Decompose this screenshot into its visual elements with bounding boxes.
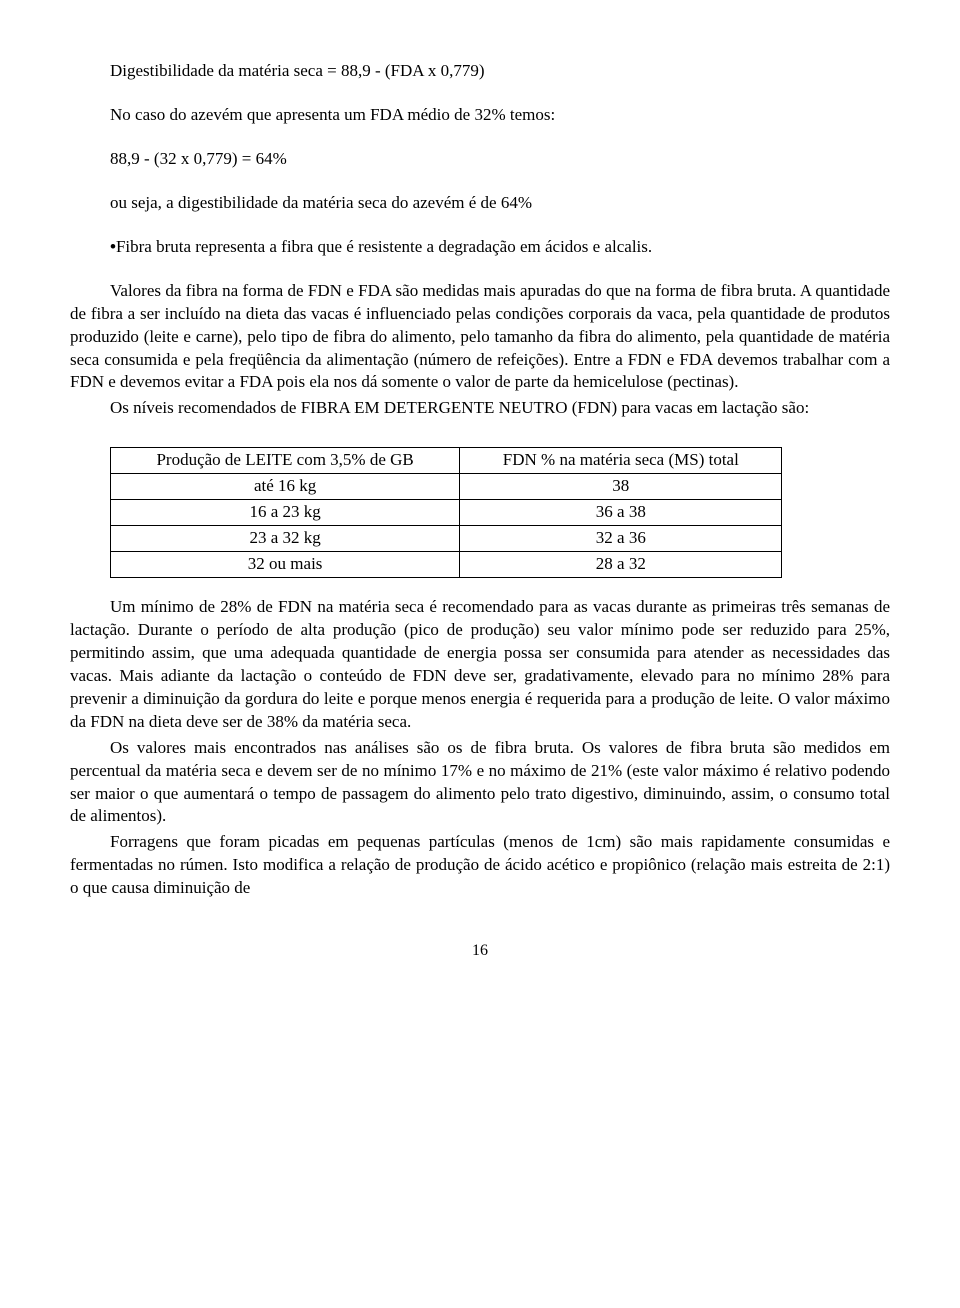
table-row: Produção de LEITE com 3,5% de GB FDN % n… <box>111 448 782 474</box>
paragraph-fibra-bruta: •Fibra bruta representa a fibra que é re… <box>70 236 890 259</box>
paragraph-calculation: 88,9 - (32 x 0,779) = 64% <box>70 148 890 171</box>
table-header-cell: Produção de LEITE com 3,5% de GB <box>111 448 460 474</box>
paragraph-result: ou seja, a digestibilidade da matéria se… <box>70 192 890 215</box>
paragraph-minimo: Um mínimo de 28% de FDN na matéria seca … <box>70 596 890 734</box>
table-cell: 38 <box>460 474 782 500</box>
paragraph-valores-analises: Os valores mais encontrados nas análises… <box>70 737 890 829</box>
table-row: 16 a 23 kg 36 a 38 <box>111 500 782 526</box>
paragraph-formula-intro: Digestibilidade da matéria seca = 88,9 -… <box>70 60 890 83</box>
table-row: 32 ou mais 28 a 32 <box>111 552 782 578</box>
table-row: até 16 kg 38 <box>111 474 782 500</box>
table-cell: 36 a 38 <box>460 500 782 526</box>
table-cell: 28 a 32 <box>460 552 782 578</box>
paragraph-forragens: Forragens que foram picadas em pequenas … <box>70 831 890 900</box>
page-number: 16 <box>70 940 890 962</box>
paragraph-valores: Valores da fibra na forma de FDN e FDA s… <box>70 280 890 395</box>
paragraph-fibra-bruta-text: Fibra bruta representa a fibra que é res… <box>116 237 652 256</box>
table-cell: até 16 kg <box>111 474 460 500</box>
paragraph-example-intro: No caso do azevém que apresenta um FDA m… <box>70 104 890 127</box>
table-header-cell: FDN % na matéria seca (MS) total <box>460 448 782 474</box>
table-cell: 32 ou mais <box>111 552 460 578</box>
table-cell: 23 a 32 kg <box>111 526 460 552</box>
table-cell: 16 a 23 kg <box>111 500 460 526</box>
table-row: 23 a 32 kg 32 a 36 <box>111 526 782 552</box>
paragraph-niveis: Os níveis recomendados de FIBRA EM DETER… <box>70 397 890 420</box>
table-cell: 32 a 36 <box>460 526 782 552</box>
fdn-table: Produção de LEITE com 3,5% de GB FDN % n… <box>110 447 782 578</box>
